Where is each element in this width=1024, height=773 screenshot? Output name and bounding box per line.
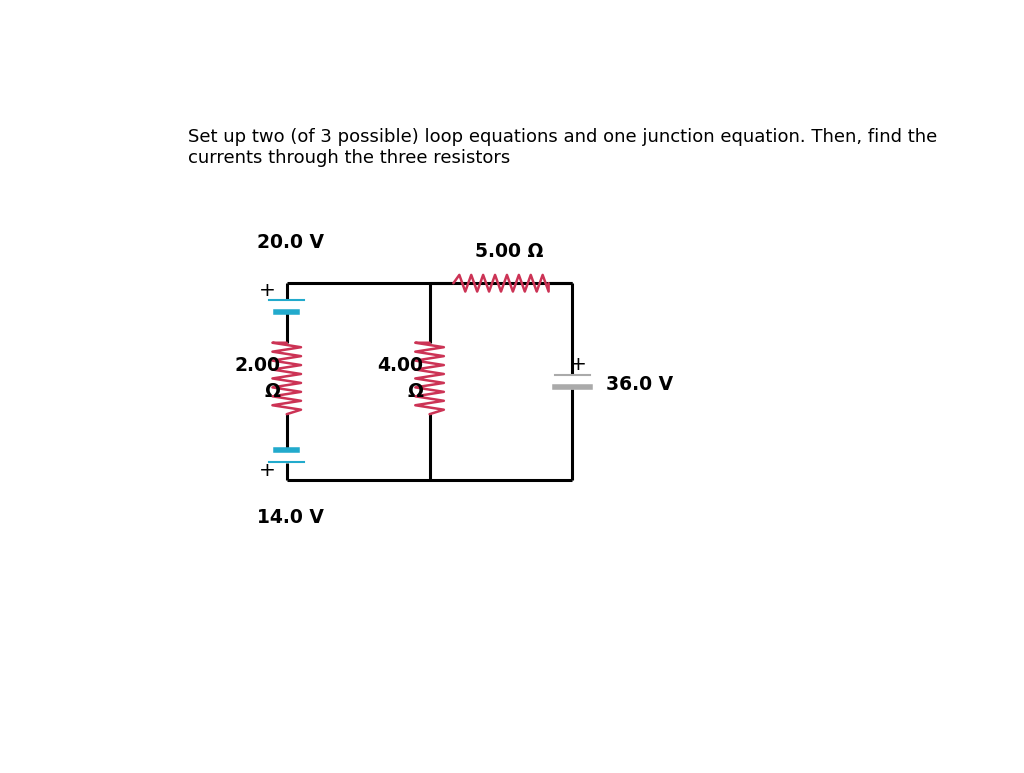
Text: 20.0 V: 20.0 V bbox=[257, 233, 325, 252]
Text: 4.00: 4.00 bbox=[377, 356, 423, 375]
Text: 14.0 V: 14.0 V bbox=[257, 508, 325, 527]
Text: +: + bbox=[258, 461, 275, 480]
Text: Ω: Ω bbox=[408, 382, 423, 401]
Text: Set up two (of 3 possible) loop equations and one junction equation. Then, find : Set up two (of 3 possible) loop equation… bbox=[187, 128, 937, 167]
Text: 36.0 V: 36.0 V bbox=[606, 375, 673, 394]
Text: 2.00: 2.00 bbox=[234, 356, 281, 375]
Text: 5.00 Ω: 5.00 Ω bbox=[475, 242, 543, 261]
Text: Ω: Ω bbox=[264, 382, 281, 401]
Text: +: + bbox=[570, 356, 587, 374]
Text: +: + bbox=[258, 281, 275, 301]
